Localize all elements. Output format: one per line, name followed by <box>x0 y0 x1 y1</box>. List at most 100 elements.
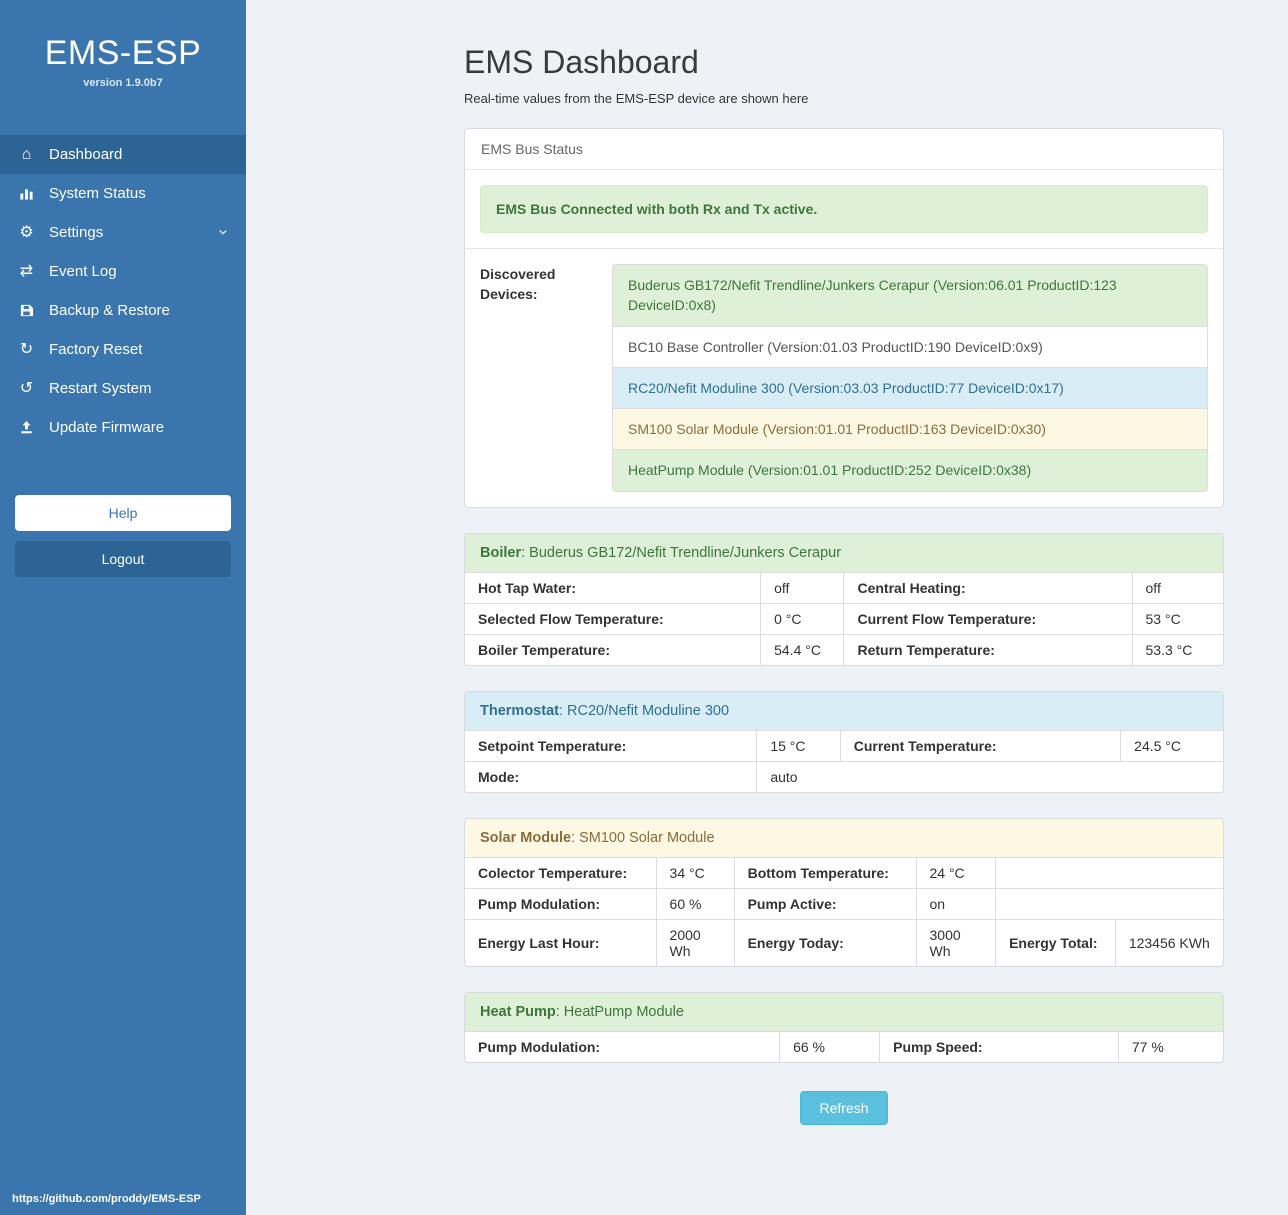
field-value: 53 °C <box>1131 602 1223 635</box>
heat-pump-panel: Heat Pump: HeatPump Module Pump Modulati… <box>464 991 1224 1063</box>
sidebar-actions: Help Logout <box>0 447 246 577</box>
page-subtitle: Real-time values from the EMS-ESP device… <box>464 91 809 106</box>
upload-icon <box>17 420 36 435</box>
field-value: 15 °C <box>756 730 841 762</box>
sidebar-nav: ⌂ Dashboard System Status ⚙ Settings ⇄ E… <box>0 135 246 447</box>
discovered-devices-label: Discovered Devices: <box>480 266 556 303</box>
field-label: Pump Modulation: <box>478 1038 601 1055</box>
ems-bus-status-panel: EMS Bus Status EMS Bus Connected with bo… <box>464 128 1224 508</box>
field-value: 0 °C <box>760 602 844 635</box>
sidebar-item-settings[interactable]: ⚙ Settings <box>0 213 246 252</box>
sidebar-item-restart-system[interactable]: ↺ Restart System <box>0 369 246 408</box>
table-row: Pump Modulation: 66 % Pump Speed: 77 % <box>465 1031 1223 1062</box>
heat-pump-heading-label: Heat Pump <box>480 1003 556 1020</box>
field-label: Boiler Temperature: <box>465 633 761 665</box>
sidebar-item-label: Dashboard <box>49 146 123 163</box>
table-row: Mode: auto <box>465 760 1223 792</box>
field-value: on <box>915 887 996 920</box>
sidebar-item-system-status[interactable]: System Status <box>0 174 246 213</box>
device-list: Buderus GB172/Nefit Trendline/Junkers Ce… <box>612 264 1208 492</box>
field-label: Colector Temperature: <box>478 864 628 881</box>
table-row: Setpoint Temperature: 15 °C Current Temp… <box>465 730 1223 762</box>
device-list-item: RC20/Nefit Moduline 300 (Version:03.03 P… <box>612 366 1208 410</box>
logout-button[interactable]: Logout <box>15 541 231 577</box>
field-label: Energy Last Hour: <box>465 918 657 966</box>
field-label: Bottom Temperature: <box>733 857 916 889</box>
table-row: Colector Temperature: 34 °C Bottom Tempe… <box>465 857 1223 889</box>
refresh-button[interactable]: Refresh <box>800 1090 888 1125</box>
app-title: EMS-ESP <box>44 34 202 72</box>
field-value: 34 °C <box>655 857 735 889</box>
field-value: 66 % <box>779 1031 880 1062</box>
heat-pump-heading-device: : HeatPump Module <box>555 1003 684 1020</box>
sidebar-item-event-log[interactable]: ⇄ Event Log <box>0 252 246 291</box>
thermostat-panel: Thermostat: RC20/Nefit Moduline 300 Setp… <box>464 690 1224 793</box>
bus-connected-alert: EMS Bus Connected with both Rx and Tx ac… <box>480 185 1208 233</box>
table-row: Boiler Temperature: 54.4 °C Return Tempe… <box>465 633 1223 665</box>
github-link[interactable]: https://github.com/proddy/EMS-ESP <box>12 1192 201 1205</box>
help-button[interactable]: Help <box>15 495 231 531</box>
bus-status-heading: EMS Bus Status <box>465 129 1223 170</box>
field-label: Mode: <box>465 760 757 792</box>
field-label: Central Heating: <box>843 572 1133 604</box>
field-value: 24.5 °C <box>1120 730 1223 762</box>
field-label: Current Flow Temperature: <box>843 602 1133 635</box>
thermostat-heading-device: : RC20/Nefit Moduline 300 <box>558 702 730 719</box>
bus-status-body: EMS Bus Connected with both Rx and Tx ac… <box>465 170 1223 248</box>
heat-pump-table: Pump Modulation: 66 % Pump Speed: 77 % <box>465 1031 1223 1062</box>
solar-module-panel: Solar Module: SM100 Solar Module Colecto… <box>464 817 1224 967</box>
table-row: Energy Last Hour: 2000 Wh Energy Today: … <box>465 918 1223 966</box>
field-label: Energy Today: <box>733 918 916 966</box>
field-label: Return Temperature: <box>843 633 1133 665</box>
device-list-item: Buderus GB172/Nefit Trendline/Junkers Ce… <box>612 264 1208 327</box>
sidebar-item-factory-reset[interactable]: ↻ Factory Reset <box>0 330 246 369</box>
sidebar-item-label: Factory Reset <box>49 341 143 358</box>
boiler-table: Hot Tap Water: off Central Heating: off … <box>465 572 1223 665</box>
table-row: Hot Tap Water: off Central Heating: off <box>465 572 1223 604</box>
sidebar-item-update-firmware[interactable]: Update Firmware <box>0 408 246 447</box>
solar-heading-device: : SM100 Solar Module <box>571 829 715 846</box>
field-value: 3000 Wh <box>915 918 996 966</box>
table-row: Pump Modulation: 60 % Pump Active: on <box>465 887 1223 920</box>
field-value: off <box>760 572 844 604</box>
solar-heading-label: Solar Module <box>480 829 572 846</box>
field-value: 54.4 °C <box>760 633 844 665</box>
boiler-panel: Boiler: Buderus GB172/Nefit Trendline/Ju… <box>464 532 1224 666</box>
rotate-cw-icon: ↻ <box>19 340 34 358</box>
thermostat-heading-label: Thermostat <box>480 702 559 719</box>
sidebar-item-label: Update Firmware <box>49 419 165 436</box>
field-value: 77 % <box>1117 1031 1223 1062</box>
boiler-heading: Boiler: Buderus GB172/Nefit Trendline/Ju… <box>465 533 1223 573</box>
field-value: 2000 Wh <box>655 918 735 966</box>
empty-cell <box>995 857 1223 889</box>
page-title: EMS Dashboard <box>464 44 699 80</box>
boiler-heading-device: : Buderus GB172/Nefit Trendline/Junkers … <box>521 544 842 561</box>
solar-table: Colector Temperature: 34 °C Bottom Tempe… <box>465 857 1223 966</box>
sidebar-item-label: Settings <box>49 224 104 241</box>
sidebar-item-backup-restore[interactable]: Backup & Restore <box>0 291 246 330</box>
device-list-item: SM100 Solar Module (Version:01.01 Produc… <box>612 408 1208 451</box>
device-list-item: HeatPump Module (Version:01.01 ProductID… <box>612 449 1208 492</box>
arrows-icon: ⇄ <box>19 262 34 280</box>
field-value: 123456 KWh <box>1114 918 1223 966</box>
sidebar-item-label: System Status <box>49 185 146 202</box>
field-value: 53.3 °C <box>1131 633 1223 665</box>
field-value: 60 % <box>655 887 735 920</box>
gear-icon: ⚙ <box>19 223 34 241</box>
solar-heading: Solar Module: SM100 Solar Module <box>465 818 1223 858</box>
sidebar-item-dashboard[interactable]: ⌂ Dashboard <box>0 135 246 174</box>
app-version: version 1.9.0b7 <box>83 77 163 89</box>
sidebar: EMS-ESP version 1.9.0b7 ⌂ Dashboard Syst… <box>0 0 246 1215</box>
main-area: EMS Dashboard Real-time values from the … <box>246 0 1288 1215</box>
rotate-ccw-icon: ↺ <box>19 379 34 397</box>
content-column: EMS Dashboard Real-time values from the … <box>464 44 1224 1125</box>
home-icon: ⌂ <box>21 145 32 163</box>
field-label: Pump Active: <box>733 887 916 920</box>
field-label: Pump Modulation: <box>465 887 657 920</box>
field-value: off <box>1131 572 1223 604</box>
field-label: Hot Tap Water: <box>478 579 576 596</box>
table-row: Selected Flow Temperature: 0 °C Current … <box>465 602 1223 635</box>
chevron-down-icon <box>217 227 229 239</box>
device-list-item: BC10 Base Controller (Version:01.03 Prod… <box>612 325 1208 368</box>
